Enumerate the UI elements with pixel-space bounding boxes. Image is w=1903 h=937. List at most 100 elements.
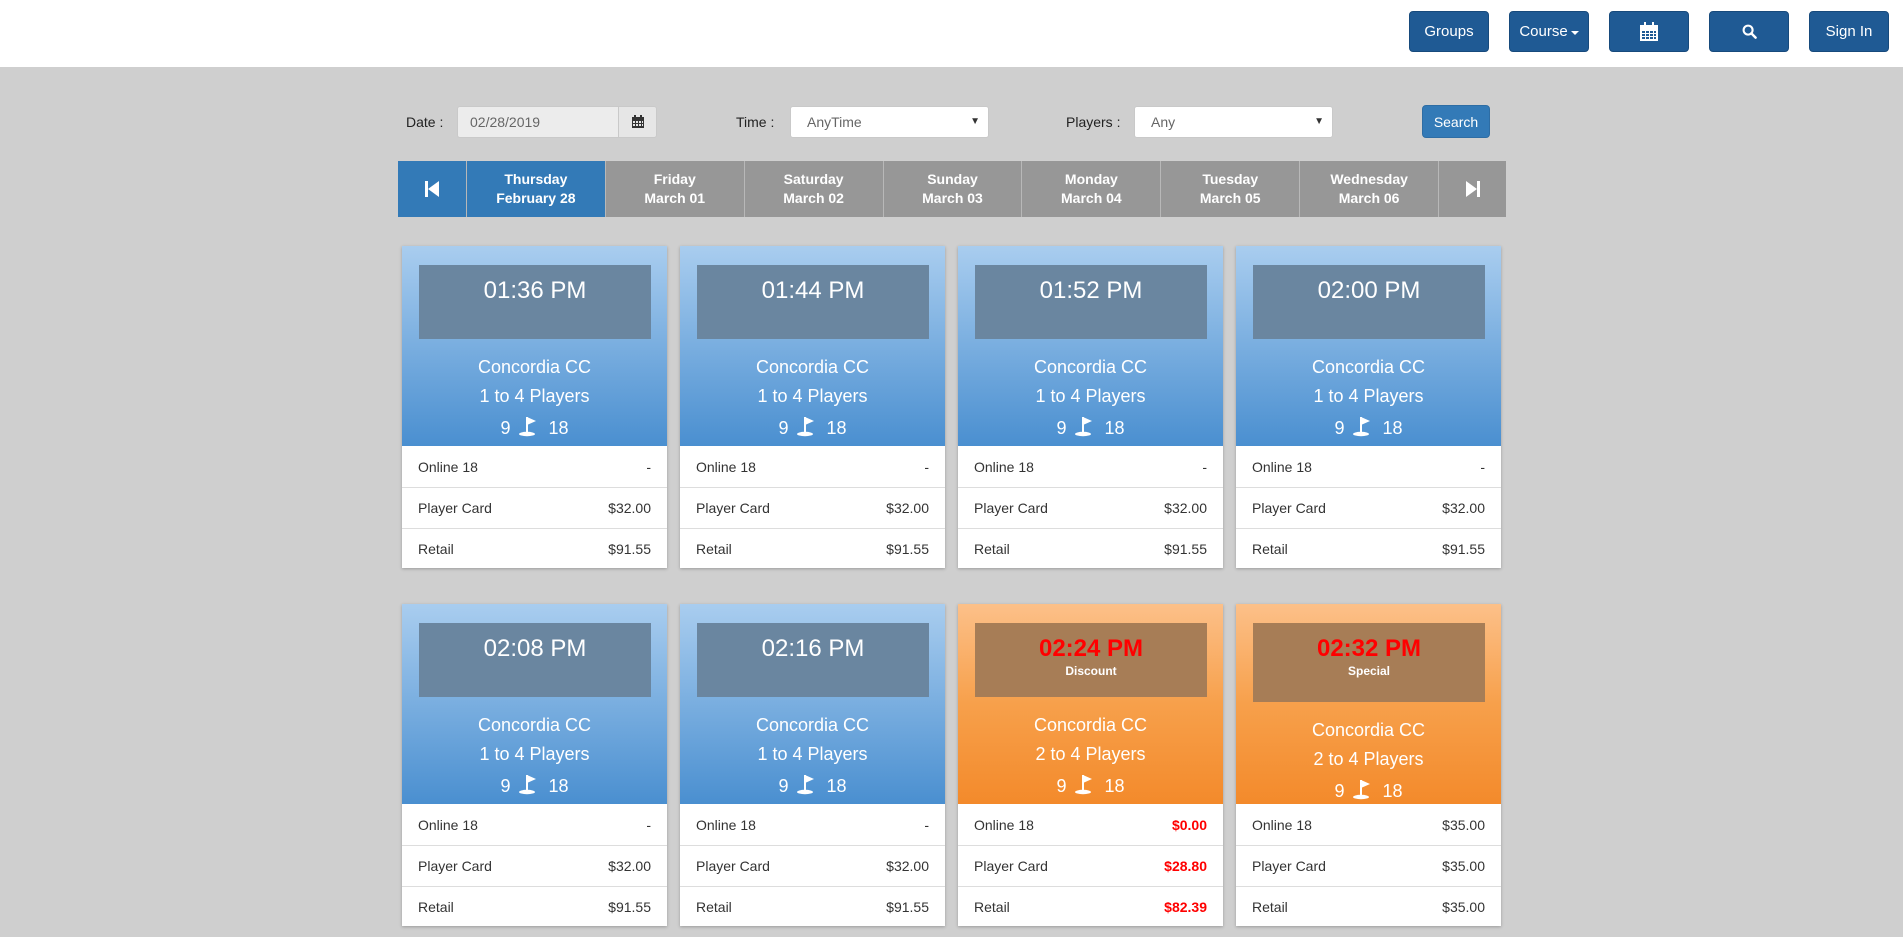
- rate-row[interactable]: Retail $35.00: [1236, 886, 1501, 927]
- time-box: 02:08 PM: [419, 623, 651, 697]
- rate-name: Online 18: [1252, 458, 1312, 475]
- search-button[interactable]: Search: [1422, 105, 1490, 138]
- rate-name: Player Card: [696, 500, 770, 516]
- rate-name: Retail: [1252, 899, 1288, 915]
- rate-price: $35.00: [1442, 858, 1485, 874]
- time-box: 02:24 PM Discount: [975, 623, 1207, 697]
- rate-list: Online 18 - Player Card $32.00 Retail $91.55: [402, 446, 667, 568]
- tee-time-card[interactable]: 02:24 PM Discount Concordia CC 2 to 4 Playe…: [958, 604, 1223, 926]
- rate-row[interactable]: Online 18 -: [680, 446, 945, 487]
- rate-name: Retail: [974, 541, 1010, 557]
- rate-row[interactable]: Retail $91.55: [1236, 528, 1501, 569]
- players-select[interactable]: Any ▼: [1134, 106, 1333, 138]
- day-weekday: Thursday: [504, 171, 568, 187]
- rate-price: $35.00: [1442, 816, 1485, 833]
- date-picker-button[interactable]: [618, 106, 657, 138]
- tee-time-header: 01:36 PM Concordia CC 1 to 4 Players 9 18: [402, 246, 667, 446]
- rate-row[interactable]: Player Card $32.00: [680, 487, 945, 528]
- day-date: February 28: [496, 190, 576, 206]
- day-weekday: Friday: [653, 171, 696, 187]
- day-tab[interactable]: Wednesday March 06: [1299, 161, 1439, 217]
- tee-time-card[interactable]: 02:08 PM Concordia CC 1 to 4 Players 9 18 Onl…: [402, 604, 667, 926]
- rate-row[interactable]: Player Card $28.80: [958, 845, 1223, 886]
- tee-time-card[interactable]: 01:36 PM Concordia CC 1 to 4 Players 9 18 Onl…: [402, 246, 667, 568]
- tee-time-card[interactable]: 02:16 PM Concordia CC 1 to 4 Players 9 18 Onl…: [680, 604, 945, 926]
- time-box: 02:00 PM: [1253, 265, 1485, 339]
- day-tab[interactable]: Monday March 04: [1021, 161, 1161, 217]
- day-weekday: Monday: [1064, 171, 1118, 187]
- rate-row[interactable]: Retail $91.55: [402, 886, 667, 927]
- rate-name: Online 18: [696, 458, 756, 475]
- rate-list: Online 18 - Player Card $32.00 Retail $91.55: [958, 446, 1223, 568]
- rate-price: $32.00: [1164, 500, 1207, 516]
- holes-info: 9 18: [402, 773, 667, 800]
- rate-row[interactable]: Retail $91.55: [402, 528, 667, 569]
- holes-eighteen: 18: [826, 418, 847, 438]
- holes-eighteen: 18: [548, 776, 569, 796]
- rate-row[interactable]: Online 18 -: [680, 804, 945, 845]
- rate-row[interactable]: Player Card $32.00: [402, 845, 667, 886]
- tee-time-header: 01:52 PM Concordia CC 1 to 4 Players 9 18: [958, 246, 1223, 446]
- rate-row[interactable]: Retail $91.55: [680, 886, 945, 927]
- day-tab[interactable]: Sunday March 03: [882, 161, 1022, 217]
- rate-row[interactable]: Player Card $32.00: [1236, 487, 1501, 528]
- rate-row[interactable]: Online 18 -: [402, 446, 667, 487]
- course-dropdown-button[interactable]: Course: [1509, 11, 1589, 52]
- day-tab[interactable]: Tuesday March 05: [1160, 161, 1300, 217]
- rate-name: Online 18: [974, 458, 1034, 475]
- tee-time-card[interactable]: 02:00 PM Concordia CC 1 to 4 Players 9 18 Onl…: [1236, 246, 1501, 568]
- golf-flag-icon: [518, 773, 540, 800]
- rate-tag: Discount: [1065, 664, 1117, 678]
- course-name: Concordia CC: [755, 715, 870, 735]
- rate-row[interactable]: Retail $82.39: [958, 886, 1223, 927]
- rate-price: -: [646, 816, 651, 833]
- holes-nine: 9: [778, 418, 789, 438]
- rate-row[interactable]: Player Card $32.00: [680, 845, 945, 886]
- course-name: Concordia CC: [1033, 715, 1148, 735]
- rate-row[interactable]: Online 18 $0.00: [958, 804, 1223, 845]
- day-tab[interactable]: Thursday February 28: [465, 161, 605, 217]
- rate-row[interactable]: Retail $91.55: [958, 528, 1223, 569]
- rate-name: Retail: [1252, 541, 1288, 557]
- rate-row[interactable]: Retail $91.55: [680, 528, 945, 569]
- tee-time-card[interactable]: 01:44 PM Concordia CC 1 to 4 Players 9 18 Onl…: [680, 246, 945, 568]
- tee-time-card[interactable]: 01:52 PM Concordia CC 1 to 4 Players 9 18 Onl…: [958, 246, 1223, 568]
- rate-row[interactable]: Online 18 $35.00: [1236, 804, 1501, 845]
- day-tab[interactable]: Friday March 01: [604, 161, 744, 217]
- sign-in-button[interactable]: Sign In: [1809, 11, 1889, 52]
- groups-button[interactable]: Groups: [1409, 11, 1489, 52]
- rate-row[interactable]: Player Card $32.00: [402, 487, 667, 528]
- rate-price: $32.00: [886, 858, 929, 874]
- previous-week-button[interactable]: [398, 161, 466, 217]
- day-tab[interactable]: Saturday March 02: [743, 161, 883, 217]
- holes-eighteen: 18: [826, 776, 847, 796]
- rate-list: Online 18 $0.00 Player Card $28.80 Retail $82…: [958, 804, 1223, 926]
- rate-row[interactable]: Online 18 -: [402, 804, 667, 845]
- next-week-button[interactable]: [1438, 161, 1506, 217]
- calendar-button[interactable]: [1609, 11, 1689, 52]
- player-range: 1 to 4 Players: [479, 744, 590, 764]
- golf-flag-icon: [518, 415, 540, 442]
- rate-row[interactable]: Player Card $35.00: [1236, 845, 1501, 886]
- search-toggle-button[interactable]: [1709, 11, 1789, 52]
- date-input[interactable]: 02/28/2019: [457, 106, 619, 138]
- holes-info: 9 18: [1236, 415, 1501, 442]
- rate-price: $28.80: [1164, 858, 1207, 874]
- golf-flag-icon: [1074, 415, 1096, 442]
- time-select[interactable]: AnyTime ▼: [790, 106, 989, 138]
- player-range: 1 to 4 Players: [479, 386, 590, 406]
- tee-time-card[interactable]: 02:32 PM Special Concordia CC 2 to 4 Player…: [1236, 604, 1501, 926]
- rate-row[interactable]: Online 18 -: [1236, 446, 1501, 487]
- rate-price: $91.55: [608, 541, 651, 557]
- golf-flag-icon: [1074, 773, 1096, 800]
- holes-nine: 9: [1334, 418, 1345, 438]
- search-icon: [1742, 24, 1757, 39]
- rate-price: $91.55: [886, 899, 929, 915]
- rate-row[interactable]: Player Card $32.00: [958, 487, 1223, 528]
- rate-price: $32.00: [1442, 500, 1485, 516]
- step-backward-icon: [424, 181, 439, 197]
- holes-eighteen: 18: [1104, 776, 1125, 796]
- rate-row[interactable]: Online 18 -: [958, 446, 1223, 487]
- day-date: March 02: [783, 190, 844, 206]
- day-weekday: Saturday: [783, 171, 844, 187]
